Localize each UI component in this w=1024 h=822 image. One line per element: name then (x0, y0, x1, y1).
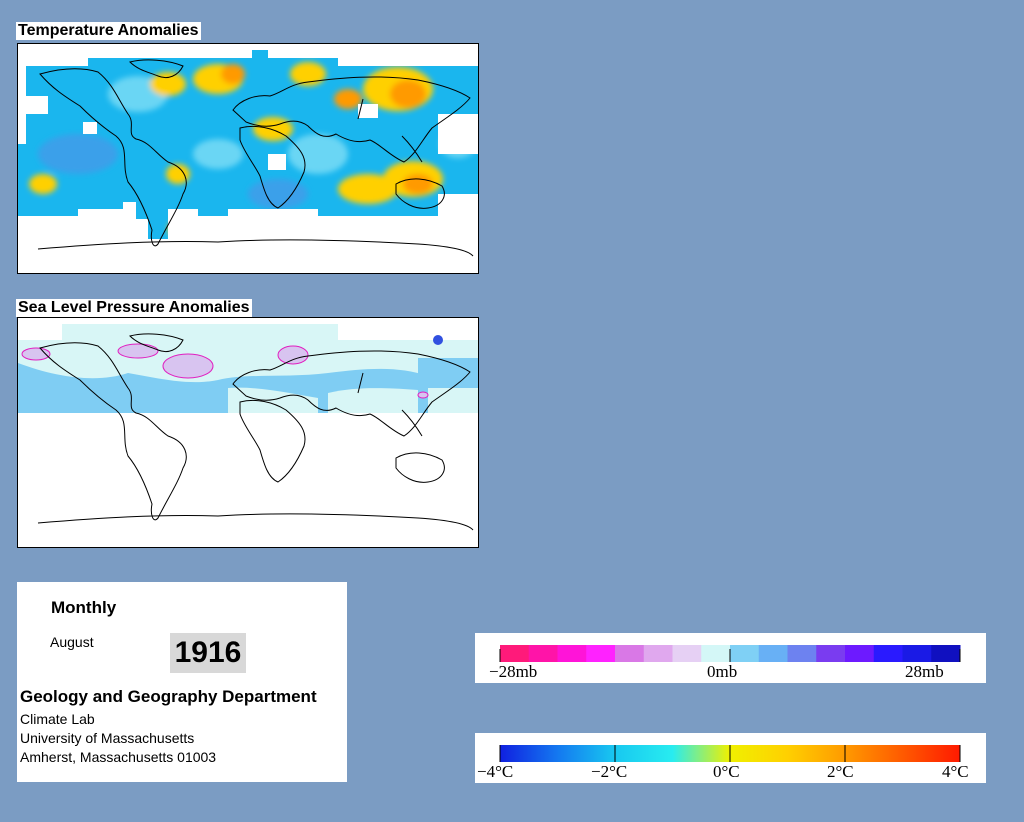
department-label: Geology and Geography Department (20, 687, 317, 706)
pressure-bin (816, 645, 846, 662)
year-label: 1916 (170, 633, 246, 673)
pressure-bin (730, 645, 760, 662)
temperature-panel-title: Temperature Anomalies (16, 22, 201, 40)
pressure-bin (615, 645, 645, 662)
temperature-field (18, 50, 478, 239)
pressure-colorbar (499, 645, 961, 662)
pressure-bin (787, 645, 817, 662)
pressure-bin (845, 645, 875, 662)
pressure-legend-max: 28mb (905, 662, 944, 681)
temperature-anomaly-map (17, 43, 479, 274)
month-label: August (50, 634, 94, 650)
temperature-coastlines (37, 59, 474, 257)
university-label: University of Massachusetts (20, 730, 195, 746)
pressure-panel-title: Sea Level Pressure Anomalies (16, 299, 252, 317)
pressure-bin (557, 645, 587, 662)
pressure-bin (586, 645, 616, 662)
pressure-bin (931, 645, 961, 662)
pressure-legend-min: −28mb (489, 662, 538, 681)
temp-legend-pos4: 4°C (942, 762, 969, 781)
address-label: Amherst, Massachusetts 01003 (20, 749, 217, 765)
temperature-legend: −4°C −2°C 0°C 2°C 4°C (475, 733, 986, 783)
pressure-legend-zero: 0mb (707, 662, 738, 681)
pressure-field (18, 324, 478, 413)
info-box: Monthly August 1916 Geology and Geograph… (17, 582, 347, 782)
pressure-bin (643, 645, 673, 662)
pressure-bin (500, 645, 530, 662)
pressure-bin (528, 645, 558, 662)
pressure-coastlines (37, 333, 474, 531)
temp-legend-zero: 0°C (713, 762, 740, 781)
temp-legend-pos2: 2°C (827, 762, 854, 781)
lab-label: Climate Lab (20, 711, 95, 727)
pressure-bin (873, 645, 903, 662)
pressure-bin (758, 645, 788, 662)
period-label: Monthly (51, 598, 117, 617)
temp-legend-neg2: −2°C (591, 762, 628, 781)
temp-legend-neg4: −4°C (477, 762, 514, 781)
pressure-bin (902, 645, 932, 662)
pressure-anomaly-map (17, 317, 479, 548)
pressure-legend: −28mb 0mb 28mb (475, 633, 986, 683)
pressure-bin (701, 645, 731, 662)
temperature-colorbar (499, 745, 961, 762)
pressure-bin (672, 645, 702, 662)
